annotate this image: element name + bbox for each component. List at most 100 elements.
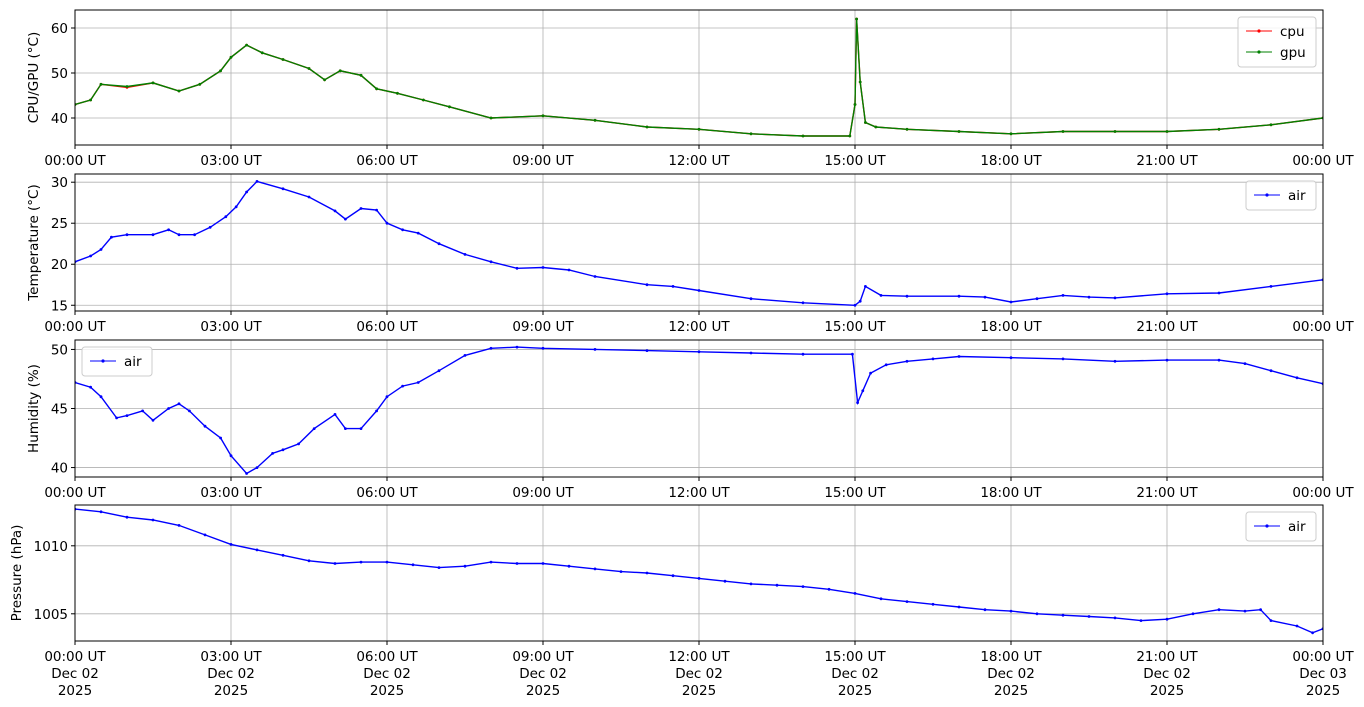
data-point bbox=[1009, 300, 1013, 304]
x-tick-label: Dec 02 bbox=[987, 666, 1035, 682]
data-point bbox=[338, 69, 342, 73]
x-tick-label: Dec 02 bbox=[675, 666, 723, 682]
data-point bbox=[312, 427, 316, 430]
data-point bbox=[1217, 291, 1221, 295]
data-point bbox=[198, 82, 202, 86]
x-tick-label: 12:00 UT bbox=[668, 319, 730, 335]
legend-box bbox=[81, 346, 153, 377]
data-point bbox=[1113, 359, 1117, 363]
data-point bbox=[125, 233, 129, 237]
data-point bbox=[801, 301, 805, 305]
legend: air bbox=[1245, 180, 1317, 211]
data-point bbox=[1113, 130, 1117, 133]
data-point bbox=[593, 348, 597, 351]
data-point bbox=[697, 289, 701, 292]
x-tick-label: Dec 02 bbox=[1143, 666, 1191, 682]
x-tick-label: 00:00 UT bbox=[44, 649, 106, 665]
y-tick-label: 45 bbox=[51, 402, 68, 418]
x-tick-label: 2025 bbox=[370, 683, 404, 699]
data-point bbox=[125, 515, 129, 519]
y-tick-label: 1005 bbox=[34, 607, 68, 623]
data-point bbox=[905, 294, 909, 298]
data-point bbox=[151, 418, 155, 422]
subplot-3: 40 45 50 00:00 UT 03:00 UT 06:00 UT 09:00 UT 12… bbox=[26, 339, 1354, 501]
data-point bbox=[879, 597, 883, 601]
data-point bbox=[1061, 613, 1065, 617]
data-point bbox=[177, 233, 181, 237]
y-axis-label: CPU/GPU (°C) bbox=[26, 32, 42, 123]
legend-box bbox=[1245, 180, 1317, 211]
data-point bbox=[385, 560, 389, 564]
y-tick-label: 50 bbox=[51, 66, 68, 82]
data-point bbox=[541, 346, 545, 350]
data-point bbox=[864, 285, 867, 288]
x-tick-label: Dec 03 bbox=[1299, 666, 1347, 682]
x-tick-label: 18:00 UT bbox=[980, 319, 1042, 335]
data-point bbox=[177, 402, 181, 406]
x-tick-label: 00:00 UT bbox=[44, 485, 106, 501]
data-point bbox=[89, 385, 92, 389]
legend: cpu gpu bbox=[1237, 16, 1317, 68]
data-point bbox=[957, 130, 961, 133]
data-point bbox=[853, 103, 857, 106]
y-tick-label: 25 bbox=[51, 216, 68, 232]
data-point bbox=[359, 560, 363, 564]
x-tick-label: 00:00 UT bbox=[1292, 649, 1354, 665]
data-point bbox=[1295, 624, 1299, 628]
data-point bbox=[858, 299, 862, 303]
x-tick-label: 15:00 UT bbox=[824, 153, 886, 169]
data-point bbox=[1009, 609, 1013, 613]
x-tick-label: 18:00 UT bbox=[980, 485, 1042, 501]
data-point bbox=[167, 228, 171, 232]
data-point bbox=[125, 414, 129, 417]
data-point bbox=[853, 303, 857, 307]
data-point bbox=[864, 121, 867, 124]
data-point bbox=[884, 363, 888, 367]
legend-marker bbox=[1265, 524, 1269, 528]
x-tick-label: 2025 bbox=[58, 683, 92, 699]
data-point bbox=[208, 225, 212, 229]
x-tick-label: 12:00 UT bbox=[668, 153, 730, 169]
y-axis-label: Temperature (°C) bbox=[26, 184, 42, 302]
data-point bbox=[281, 553, 285, 557]
x-tick-label: 06:00 UT bbox=[356, 153, 418, 169]
data-point bbox=[905, 600, 909, 603]
x-tick-label: 21:00 UT bbox=[1136, 485, 1198, 501]
data-point bbox=[749, 351, 753, 355]
x-tick-label: 00:00 UT bbox=[1292, 319, 1354, 335]
data-point bbox=[89, 98, 92, 102]
data-point bbox=[359, 427, 363, 430]
data-point bbox=[879, 294, 883, 297]
data-point bbox=[125, 85, 129, 88]
legend-label: air bbox=[124, 354, 142, 370]
legend-label: gpu bbox=[1280, 45, 1306, 61]
data-point bbox=[861, 389, 865, 393]
data-point bbox=[323, 78, 326, 82]
x-tick-label: 18:00 UT bbox=[980, 649, 1042, 665]
y-tick-label: 40 bbox=[51, 111, 68, 127]
x-tick-label: 2025 bbox=[994, 683, 1028, 699]
data-point bbox=[375, 208, 378, 212]
data-point bbox=[416, 231, 420, 235]
data-point bbox=[463, 564, 467, 568]
data-point bbox=[1259, 608, 1262, 612]
data-point bbox=[401, 228, 404, 232]
legend-label: cpu bbox=[1280, 24, 1305, 40]
data-point bbox=[245, 472, 249, 475]
data-point bbox=[333, 413, 337, 416]
data-point bbox=[567, 268, 571, 272]
data-point bbox=[645, 125, 649, 129]
data-point bbox=[1269, 369, 1273, 373]
data-point bbox=[931, 357, 935, 361]
data-point bbox=[855, 17, 858, 21]
data-point bbox=[1295, 376, 1299, 380]
data-point bbox=[697, 127, 701, 131]
x-tick-label: 15:00 UT bbox=[824, 319, 886, 335]
data-point bbox=[177, 89, 181, 93]
data-point bbox=[1217, 127, 1221, 131]
y-axis-label: Humidity (%) bbox=[26, 364, 42, 453]
data-point bbox=[99, 395, 103, 399]
data-point bbox=[151, 233, 155, 237]
data-point bbox=[437, 242, 441, 246]
data-point bbox=[333, 209, 337, 213]
